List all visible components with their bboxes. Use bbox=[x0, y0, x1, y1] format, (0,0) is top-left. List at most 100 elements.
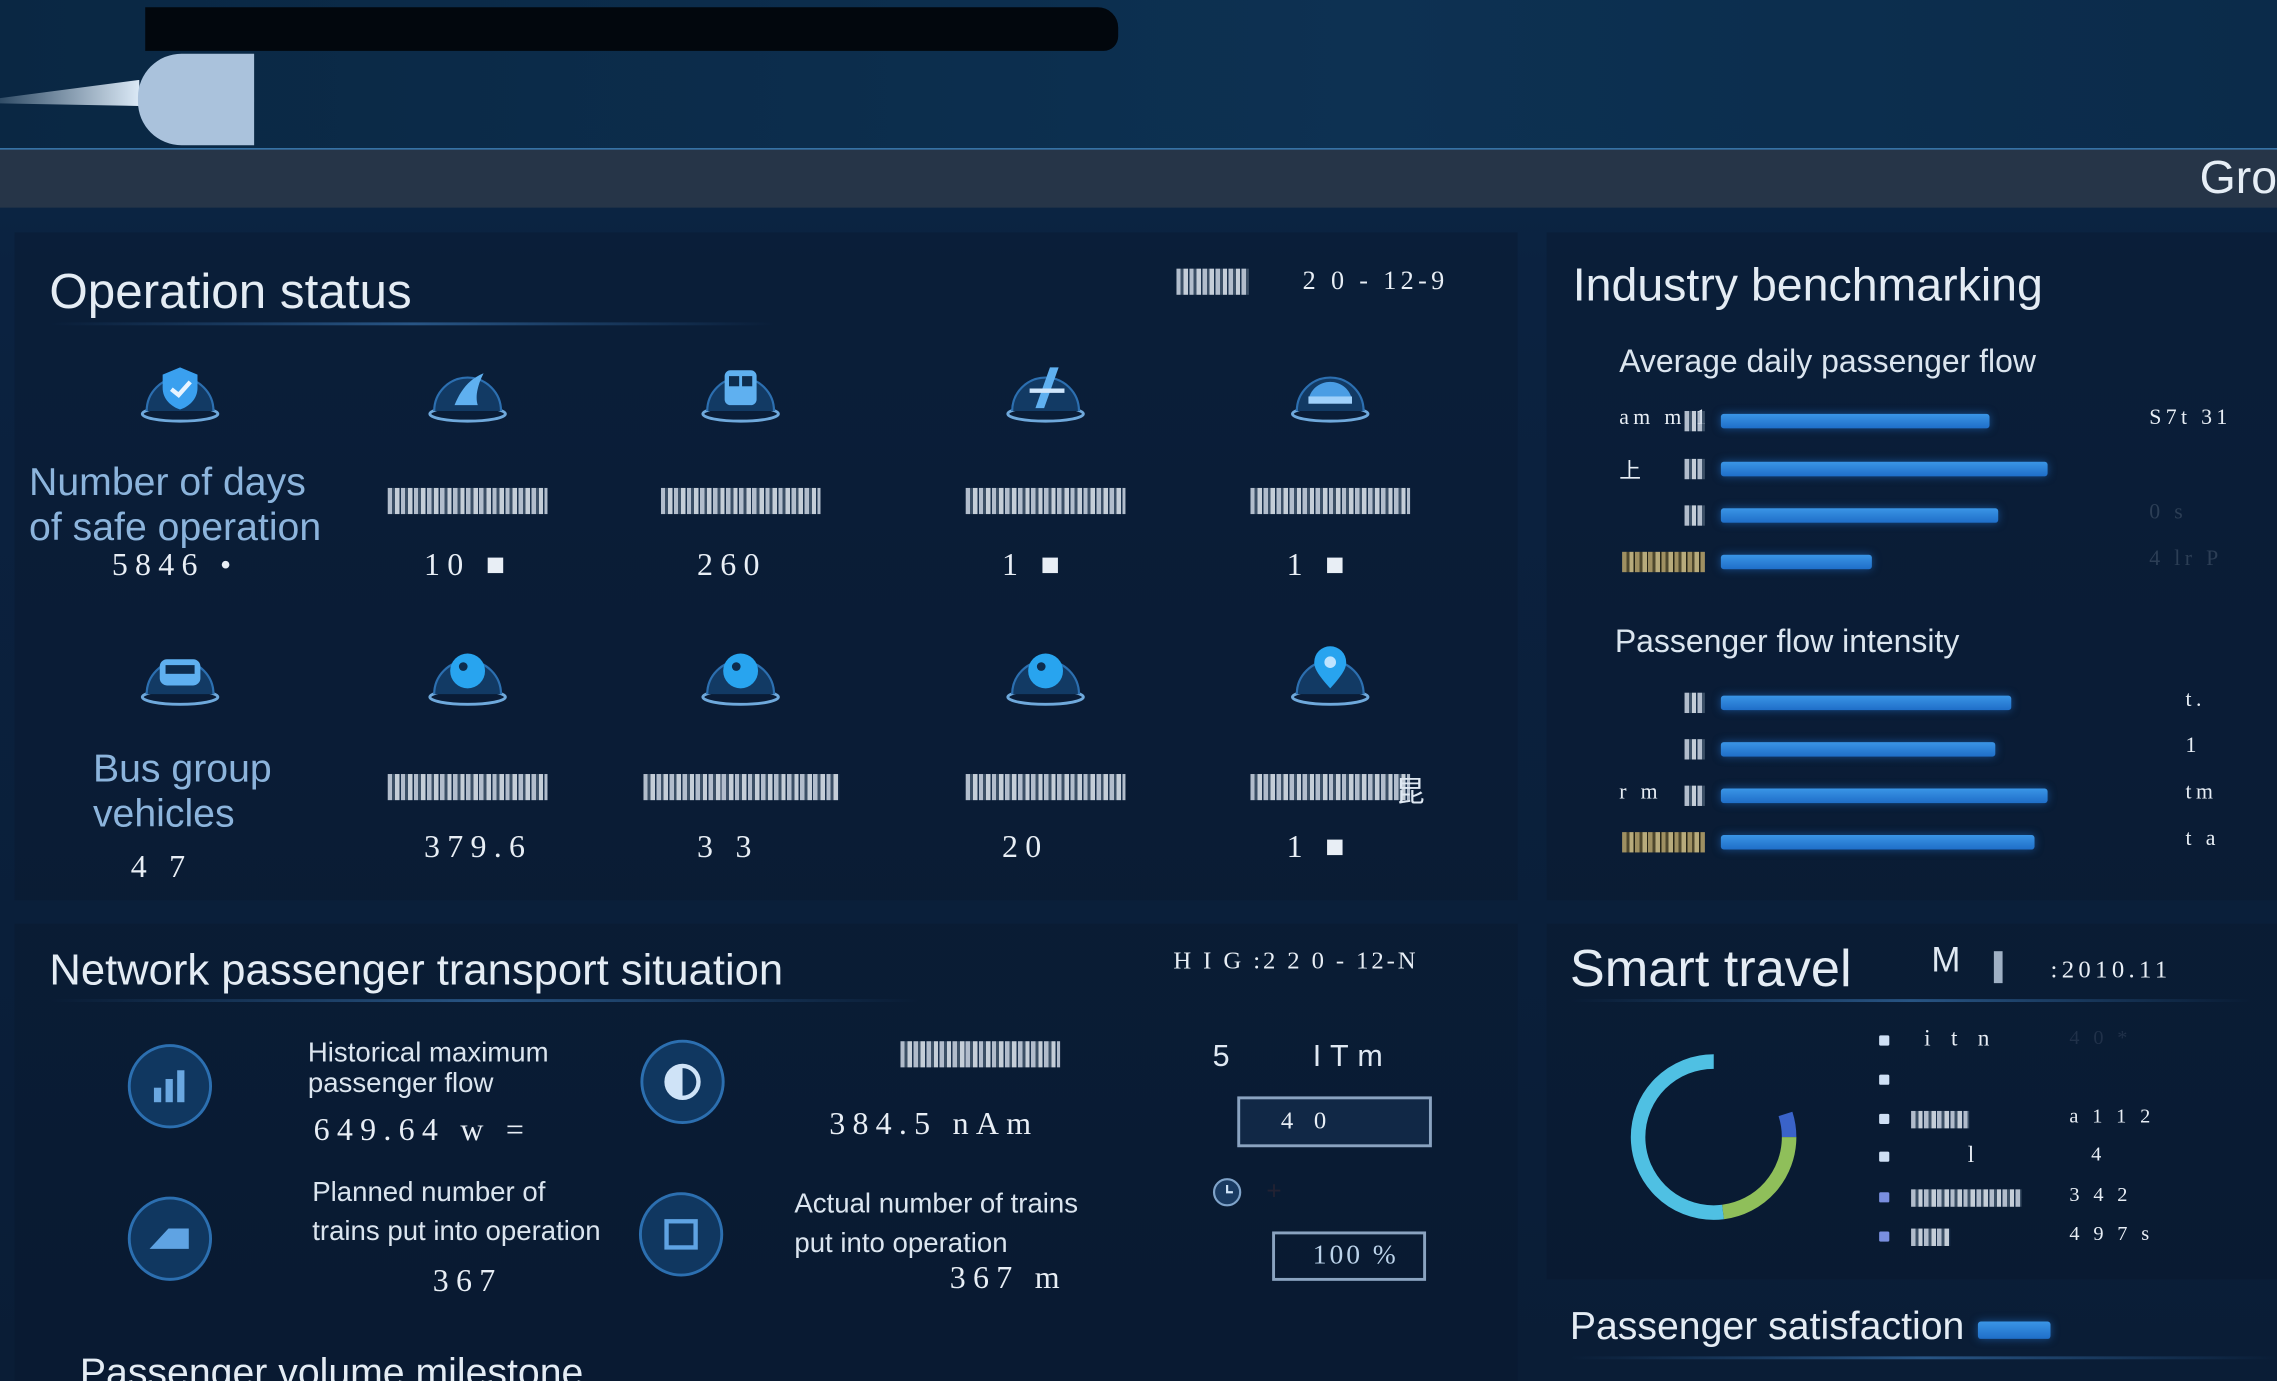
avg-flow-title: Average daily passenger flow bbox=[1619, 342, 2036, 380]
control-header-num: 5 bbox=[1212, 1039, 1230, 1074]
label-suffix: 昆 bbox=[1395, 776, 1425, 809]
label-line: Number of days bbox=[29, 460, 306, 504]
title-underline bbox=[1569, 1356, 2277, 1360]
bar-value: t. bbox=[2185, 688, 2206, 712]
legend-value: 4 bbox=[2091, 1144, 2106, 1167]
illegible-label bbox=[965, 774, 1126, 801]
item-value: 1 ■ bbox=[1286, 827, 1352, 865]
legend-label: l bbox=[1967, 1142, 1982, 1168]
legend-marker bbox=[1879, 1231, 1890, 1242]
bar bbox=[1720, 461, 2048, 477]
section-title-smart-travel: Smart travel bbox=[1569, 938, 1852, 998]
title-underline bbox=[49, 322, 776, 326]
item-value: 1 ■ bbox=[1002, 546, 1068, 583]
illegible-label bbox=[1684, 785, 1705, 806]
item-value: 5846 • bbox=[111, 546, 239, 583]
planned-trains-label: Planned number of trains put into operati… bbox=[312, 1173, 600, 1251]
illegible-label bbox=[1250, 774, 1411, 801]
nav-band bbox=[0, 148, 2277, 208]
illegible-label bbox=[387, 487, 548, 515]
bar bbox=[1720, 835, 2035, 850]
bus-icon bbox=[135, 630, 225, 720]
bar-label: 上 bbox=[1619, 460, 1646, 484]
network-date: H I G :2 2 0 - 12-N bbox=[1173, 946, 1419, 975]
item-value: 1 ■ bbox=[1286, 546, 1352, 583]
bar-label: am m 1 bbox=[1619, 406, 1711, 430]
label-line: Planned number of bbox=[312, 1177, 546, 1209]
illegible-label bbox=[1176, 268, 1249, 295]
label-line: trains put into operation bbox=[312, 1216, 601, 1248]
item-value: 4 7 bbox=[130, 848, 193, 885]
metric-value: 384.5 nAm bbox=[829, 1105, 1039, 1142]
illegible-label bbox=[642, 774, 839, 801]
section-title-satisfaction: Passenger satisfaction bbox=[1569, 1304, 1965, 1348]
disc-icon bbox=[696, 630, 786, 720]
illegible-label bbox=[1250, 487, 1411, 515]
redacted-area bbox=[145, 7, 1119, 51]
satisfaction-bar bbox=[1977, 1321, 2051, 1339]
illegible-label bbox=[1684, 505, 1705, 526]
tag-divider bbox=[1993, 951, 2003, 984]
illegible-label bbox=[1684, 692, 1705, 714]
rail-icon bbox=[1001, 347, 1091, 437]
donut-segment bbox=[1630, 1054, 1797, 1220]
label-line: passenger flow bbox=[307, 1068, 494, 1100]
title-underline bbox=[49, 999, 921, 1003]
smart-travel-panel bbox=[1546, 923, 2277, 1280]
item-value: 379.6 bbox=[424, 827, 533, 865]
section-title-industry: Industry benchmarking bbox=[1572, 258, 2043, 311]
control-header-text: ITm bbox=[1312, 1039, 1392, 1074]
train-front-icon bbox=[423, 347, 513, 437]
label-line: vehicles bbox=[92, 791, 235, 836]
legend-value: 3 4 2 bbox=[2069, 1184, 2132, 1207]
bar-value: t a bbox=[2185, 827, 2220, 851]
bar-value: S7t 31 bbox=[2149, 406, 2232, 430]
item-label: Bus group vehicles bbox=[93, 746, 272, 836]
location-pin-icon bbox=[1285, 630, 1375, 720]
half-circle-icon bbox=[640, 1039, 725, 1125]
actual-trains-label: Actual number of trains put into operatio… bbox=[794, 1185, 1078, 1263]
legend-marker bbox=[1879, 1074, 1890, 1085]
bar bbox=[1720, 788, 2048, 804]
label-line: Bus group bbox=[92, 746, 272, 790]
train-icon bbox=[127, 1196, 213, 1281]
plus-icon[interactable]: + bbox=[1266, 1176, 1282, 1206]
illegible-label bbox=[1911, 1228, 1951, 1246]
disc-icon bbox=[423, 630, 513, 720]
bar bbox=[1720, 413, 1989, 429]
legend-marker bbox=[1879, 1151, 1890, 1162]
illegible-label bbox=[965, 487, 1126, 515]
label-line: put into operation bbox=[794, 1228, 1008, 1260]
illegible-label bbox=[1684, 410, 1705, 432]
value-input-2[interactable]: 100 % bbox=[1272, 1231, 1427, 1281]
input-value: 100 % bbox=[1312, 1240, 1399, 1271]
bar bbox=[1720, 554, 1872, 570]
value-input-1[interactable]: 4 0 bbox=[1237, 1096, 1432, 1148]
bar-value: 4 lr P bbox=[2149, 547, 2223, 571]
bar bbox=[1720, 742, 1996, 757]
item-value: 10 ■ bbox=[424, 546, 513, 583]
calendar-icon bbox=[638, 1192, 724, 1277]
operation-date: 2 0 - 12-9 bbox=[1302, 265, 1449, 295]
section-title-milestone: Passenger volume milestone bbox=[79, 1350, 584, 1381]
bar-value: 1 bbox=[2185, 734, 2201, 759]
illegible-label bbox=[1684, 739, 1705, 760]
hat-icon bbox=[1285, 347, 1375, 437]
illegible-label bbox=[1911, 1110, 1970, 1129]
input-value: 4 0 bbox=[1280, 1106, 1334, 1135]
clock-icon[interactable] bbox=[1211, 1176, 1243, 1208]
donut-segment bbox=[1630, 1054, 1797, 1220]
bar-label: r m bbox=[1619, 781, 1662, 805]
intensity-title: Passenger flow intensity bbox=[1614, 622, 1960, 660]
legend-value: 4 0 * bbox=[2069, 1028, 2132, 1050]
illegible-label bbox=[1622, 832, 1705, 853]
disc-icon bbox=[1001, 630, 1091, 720]
legend-marker bbox=[1879, 1192, 1890, 1203]
bar-value: 0 s bbox=[2149, 501, 2188, 525]
item-value: 260 bbox=[697, 546, 767, 583]
shield-icon bbox=[135, 347, 225, 437]
illegible-label bbox=[1911, 1189, 2022, 1207]
bar-chart-icon bbox=[127, 1044, 213, 1129]
nav-tab-partial[interactable]: Gro bbox=[2199, 151, 2277, 204]
metro-icon bbox=[696, 347, 786, 437]
